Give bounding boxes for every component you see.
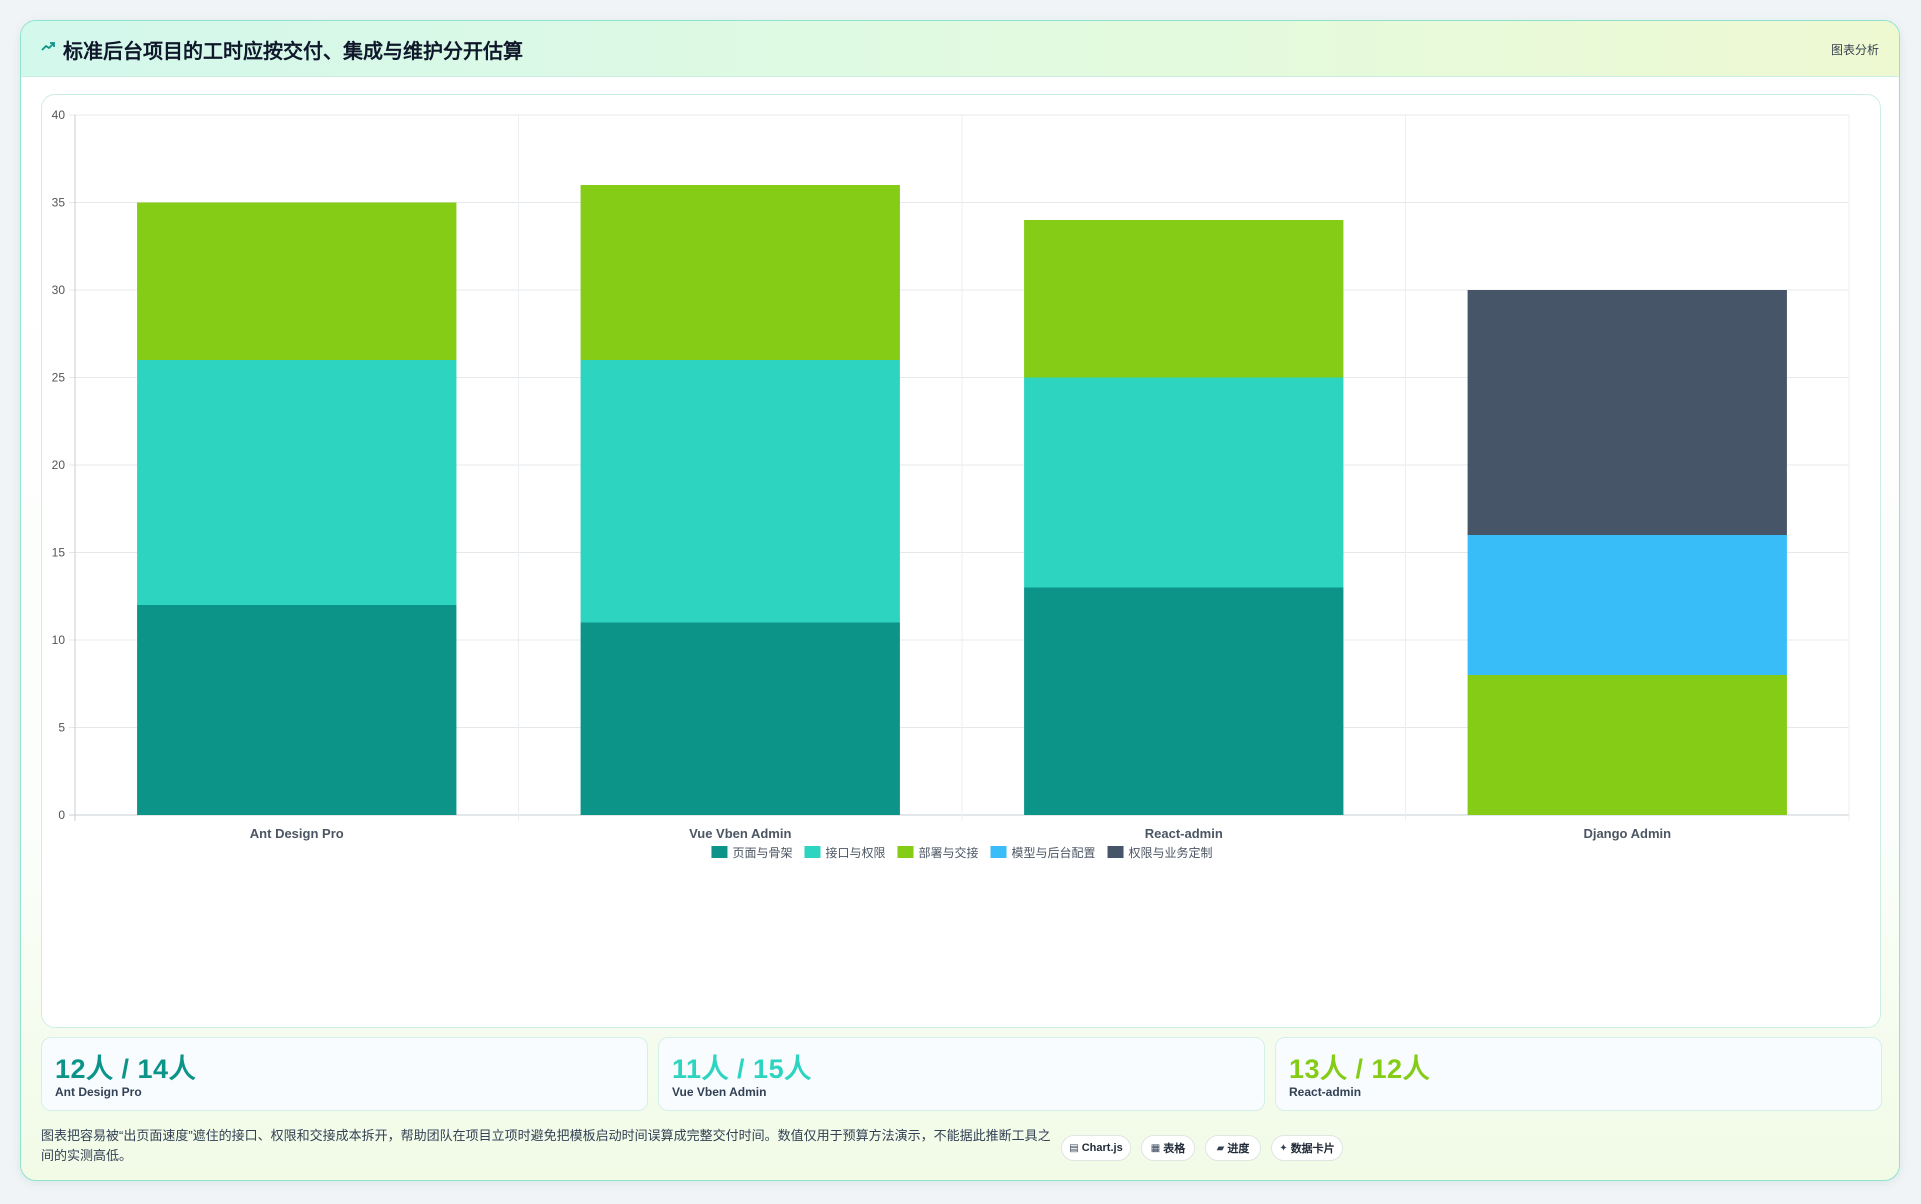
bar-segment [137,360,457,605]
stat-label: Vue Vben Admin [672,1085,767,1099]
legend-label: 部署与交接 [918,845,978,860]
legend-swatch [1107,846,1124,858]
bar-segment [1467,290,1787,535]
chip-label: 数据卡片 [1290,1143,1335,1155]
legend-swatch [990,846,1007,858]
chart-card: 标准后台项目的工时应按交付、集成与维护分开估算 图表分析 0 5 10 15 20 25 3… [20,20,1900,1181]
legend-label: 页面与骨架 [732,846,792,860]
bar-segment [1024,377,1344,588]
bar-segment [137,202,457,360]
legend-swatch [711,846,728,858]
x-tick-label: Django Admin [1583,826,1671,841]
bar-segment [1024,587,1344,815]
bar-segment [1024,220,1344,378]
y-tick-label: 0 [58,808,65,822]
legend-label: 权限与业务定制 [1129,845,1213,860]
legend-label: 接口与权限 [825,845,885,860]
chart-icon: ▤ [1069,1142,1079,1154]
stat-card-ant-design-pro: 12人 / 14人 Ant Design Pro [41,1037,648,1111]
bar-segment [580,360,900,623]
bar-segment [1467,675,1787,815]
stat-value: 11人 / 15人 [672,1054,812,1084]
stat-label: React-admin [1289,1085,1362,1099]
y-tick-label: 40 [52,108,66,122]
card-header: 标准后台项目的工时应按交付、集成与维护分开估算 图表分析 [21,21,1899,77]
y-tick-label: 10 [52,633,66,647]
chart-panel: 0 5 10 15 20 25 30 35 40 Ant Design Pro Vue Vben A… [41,94,1881,1028]
bar-segment [137,605,457,815]
y-tick-label: 15 [52,546,66,560]
stat-card-vue-vben-admin: 11人 / 15人 Vue Vben Admin [658,1037,1265,1111]
x-tick-label: Ant Design Pro [250,826,344,841]
legend-label: 模型与后台配置 [1012,845,1096,860]
y-tick-label: 5 [58,721,65,735]
y-tick-label: 20 [52,458,66,472]
trend-arrow-icon [41,42,55,51]
chip-chartjs[interactable]: ▤ Chart.js [1061,1135,1131,1161]
stat-value: 12人 / 14人 [55,1054,197,1084]
legend-swatch [897,846,914,858]
chart-footnote: 图表把容易被“出页面速度”遮住的接口、权限和交接成本拆开，帮助团队在项目立项时避… [41,1128,1051,1163]
table-icon: ▦ [1150,1142,1161,1154]
progress-icon: ▰ [1216,1142,1225,1154]
chart-title: 标准后台项目的工时应按交付、集成与维护分开估算 [63,41,523,63]
sparkle-icon: ✦ [1279,1142,1288,1154]
y-tick-label: 30 [52,283,66,297]
stat-label: Ant Design Pro [55,1085,142,1099]
chip-label: 进度 [1227,1143,1250,1155]
x-tick-label: Vue Vben Admin [689,826,791,841]
stacked-bar-chart: 0 5 10 15 20 25 30 35 40 Ant Design Pro Vue Vben A… [52,108,1850,860]
x-tick-label: React-admin [1145,826,1223,841]
chip-table[interactable]: ▦ 表格 [1141,1135,1195,1161]
bar-segment [1467,535,1787,675]
bar-segment [580,185,900,360]
chip-label: Chart.js [1081,1142,1123,1154]
stat-value: 13人 / 12人 [1289,1054,1431,1084]
stat-card-react-admin: 13人 / 12人 React-admin [1275,1037,1882,1111]
y-tick-label: 35 [52,196,66,210]
chip-label: 表格 [1163,1143,1186,1155]
chip-progress[interactable]: ▰ 进度 [1205,1135,1261,1161]
y-tick-label: 25 [52,371,66,385]
bar-segment [580,622,900,815]
legend-swatch [804,846,821,858]
header-tag: 图表分析 [1830,43,1879,57]
stat-cards: 12人 / 14人 Ant Design Pro 11人 / 15人 Vue V… [41,1037,1882,1111]
chip-data-card[interactable]: ✦ 数据卡片 [1271,1135,1343,1161]
